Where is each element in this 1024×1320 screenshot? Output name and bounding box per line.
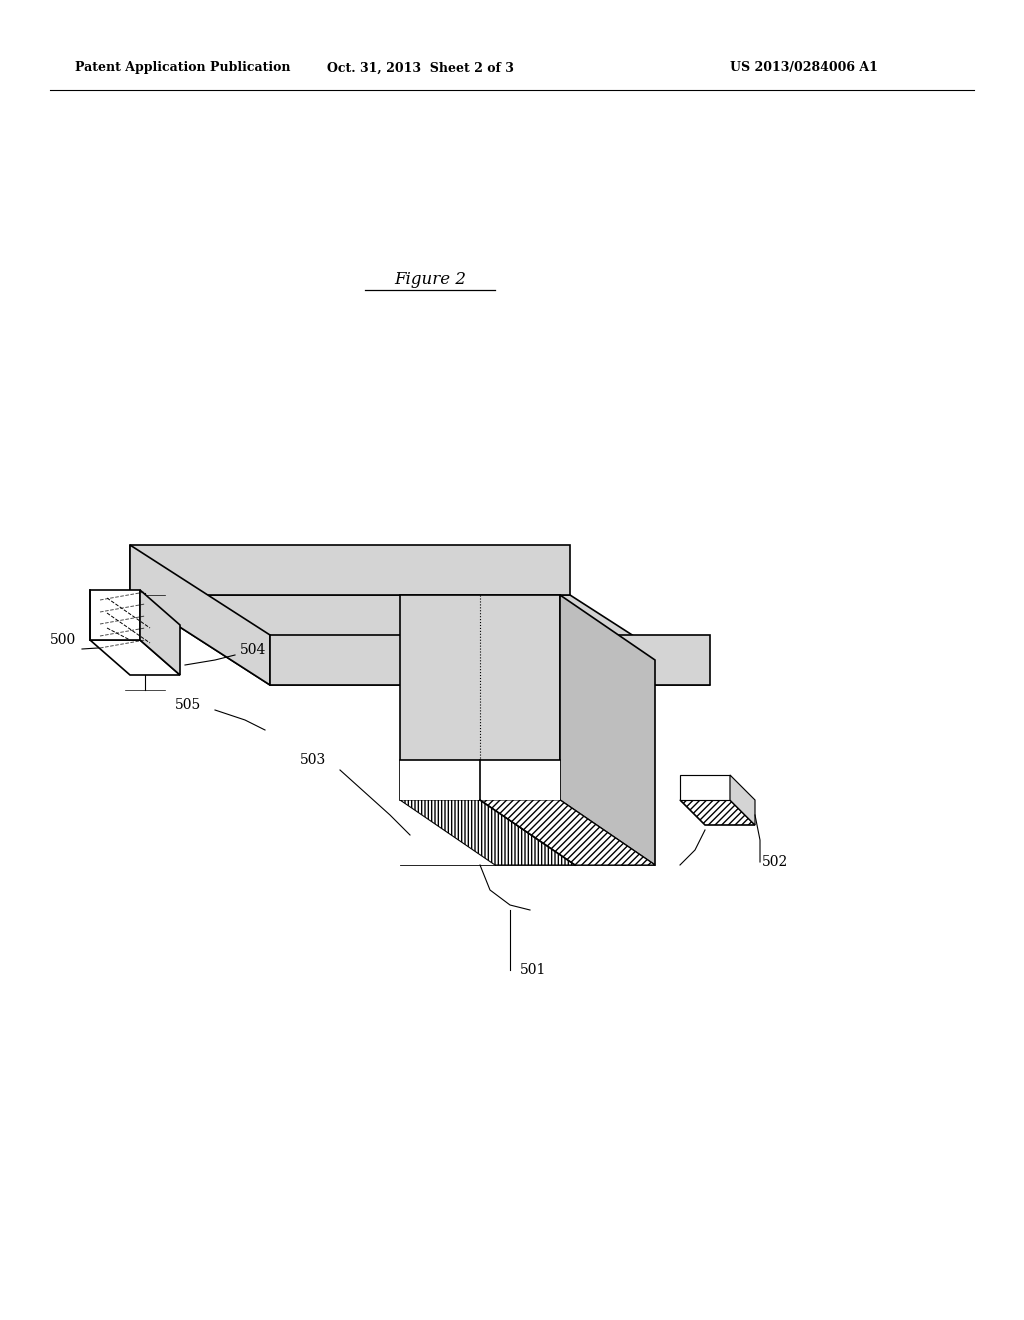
Text: 505: 505 [175, 698, 202, 711]
Text: 500: 500 [50, 634, 76, 647]
Text: 503: 503 [300, 752, 327, 767]
Text: 505: 505 [435, 615, 461, 630]
Polygon shape [400, 800, 575, 865]
Polygon shape [400, 760, 560, 800]
Polygon shape [130, 545, 570, 595]
Polygon shape [680, 775, 730, 800]
Polygon shape [270, 635, 710, 685]
Text: 501: 501 [520, 964, 547, 977]
Text: 502: 502 [762, 855, 788, 869]
Polygon shape [680, 800, 755, 825]
Polygon shape [90, 590, 140, 640]
Text: US 2013/0284006 A1: US 2013/0284006 A1 [730, 62, 878, 74]
Text: Figure 2: Figure 2 [394, 272, 466, 289]
Text: Patent Application Publication: Patent Application Publication [75, 62, 291, 74]
Polygon shape [90, 640, 180, 675]
Polygon shape [560, 595, 655, 865]
Text: 502: 502 [605, 682, 631, 697]
Text: 507: 507 [620, 855, 646, 869]
Text: 504: 504 [240, 643, 266, 657]
Polygon shape [730, 775, 755, 825]
Polygon shape [480, 800, 655, 865]
Text: 506: 506 [605, 721, 631, 735]
Polygon shape [130, 595, 710, 685]
Polygon shape [130, 545, 270, 685]
Text: Oct. 31, 2013  Sheet 2 of 3: Oct. 31, 2013 Sheet 2 of 3 [327, 62, 513, 74]
Polygon shape [140, 590, 180, 675]
Polygon shape [400, 595, 560, 800]
